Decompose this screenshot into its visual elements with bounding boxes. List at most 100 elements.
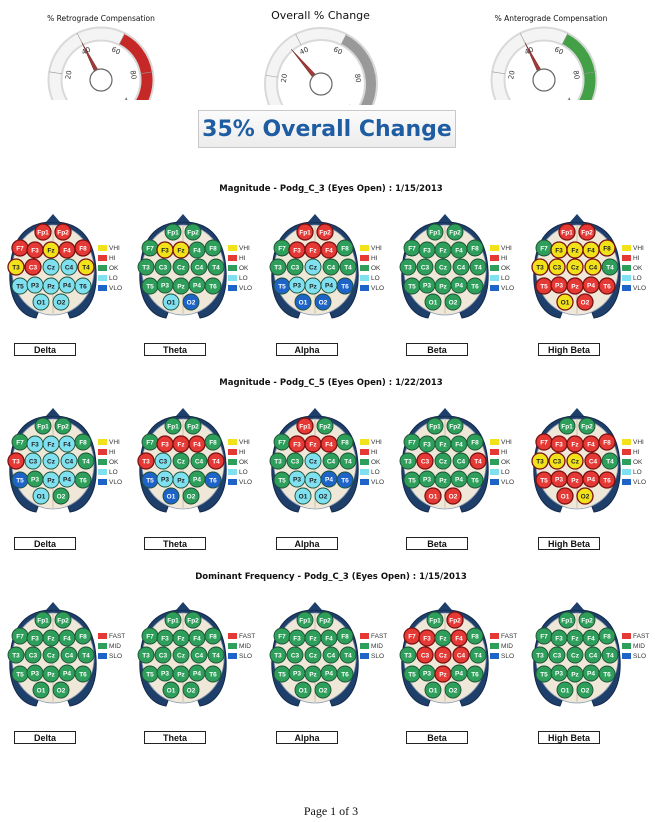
legend-label: VLO xyxy=(239,285,253,292)
legend-item: LO xyxy=(360,274,384,284)
electrode-t6 xyxy=(336,277,354,295)
electrode-t6 xyxy=(336,665,354,683)
electrode-label: O1 xyxy=(561,493,570,500)
electrode-o1 xyxy=(556,681,574,699)
legend-item: FAST xyxy=(622,632,649,642)
gauge-tick-label: 0 xyxy=(517,99,526,100)
legend-item: LO xyxy=(98,274,122,284)
electrode-label: T5 xyxy=(146,477,154,484)
legend-swatch xyxy=(360,439,369,446)
electrode-f8 xyxy=(204,239,222,257)
electrode-label: F3 xyxy=(31,247,39,254)
electrode-label: P4 xyxy=(325,476,333,483)
electrode-label: T6 xyxy=(79,283,87,290)
electrode-cz xyxy=(172,452,190,470)
legend-label: LO xyxy=(109,469,118,476)
legend-item: HI xyxy=(490,448,514,458)
electrode-label: C3 xyxy=(29,458,38,465)
electrode-label: Fz xyxy=(439,247,447,254)
electrode-label: Fp1 xyxy=(299,423,311,430)
legend-label: LO xyxy=(239,275,248,282)
nose xyxy=(570,602,584,610)
electrode-c3 xyxy=(24,646,42,664)
electrode-label: C4 xyxy=(195,652,204,659)
electrode-f8 xyxy=(598,627,616,645)
electrode-label: P3 xyxy=(161,476,169,483)
electrode-t3 xyxy=(7,258,25,276)
electrode-label: Cz xyxy=(439,652,448,659)
electrode-label: F7 xyxy=(540,245,548,252)
map-legend: VHI HI OK LO VLO xyxy=(622,244,646,294)
map-legend: VHI HI OK LO VLO xyxy=(98,438,122,488)
legend-label: HI xyxy=(109,255,116,262)
electrode-label: Pz xyxy=(177,671,185,678)
electrode-label: C3 xyxy=(421,652,430,659)
electrode-label: Pz xyxy=(571,477,579,484)
electrode-t3 xyxy=(531,452,549,470)
electrode-o2 xyxy=(444,293,462,311)
electrode-o1 xyxy=(294,681,312,699)
legend-label: LO xyxy=(633,469,642,476)
legend-item: VHI xyxy=(360,438,384,448)
map-legend: FAST MID SLO xyxy=(228,632,255,662)
gauge-tick xyxy=(492,71,506,75)
map-legend: VHI HI OK LO VLO xyxy=(490,438,514,488)
electrode-label: C3 xyxy=(553,458,562,465)
headline-text: 35% Overall Change xyxy=(202,117,452,142)
gauge-hub xyxy=(309,72,333,96)
electrode-label: T4 xyxy=(344,458,352,465)
map-legend: FAST MID SLO xyxy=(98,632,125,662)
electrode-c3 xyxy=(286,646,304,664)
electrode-label: P4 xyxy=(587,282,595,289)
electrode-label: T5 xyxy=(146,671,154,678)
gauge-tick-label: 100 xyxy=(559,95,574,100)
legend-swatch xyxy=(228,449,237,456)
legend-label: VHI xyxy=(501,245,512,252)
electrode-f8 xyxy=(204,627,222,645)
electrode-label: Fz xyxy=(309,635,317,642)
legend-item: HI xyxy=(228,254,252,264)
electrode-fp2 xyxy=(54,223,72,241)
electrode-label: F3 xyxy=(555,441,563,448)
electrode-t6 xyxy=(598,471,616,489)
electrode-label: Fp1 xyxy=(167,229,179,236)
electrode-label: F3 xyxy=(423,247,431,254)
gauge-tick-label: 20 xyxy=(64,70,73,80)
electrode-label: F8 xyxy=(471,439,479,446)
legend-item: MID xyxy=(228,642,255,652)
electrode-c3 xyxy=(24,452,42,470)
overall-change-gauge: Overall % Change 020406080100 xyxy=(258,0,383,105)
band-label: Delta xyxy=(14,731,76,744)
electrode-t4 xyxy=(601,452,619,470)
legend-item: OK xyxy=(490,458,514,468)
legend-label: VLO xyxy=(633,285,647,292)
legend-swatch xyxy=(360,255,369,262)
legend-label: SLO xyxy=(501,653,515,660)
legend-swatch xyxy=(98,255,107,262)
brain-map: Fp1 Fp2 F7 F3 Fz F4 F8 T3 C3 Cz C4 T4 T5 P3 Pz P4 T6 O1 O2 xyxy=(531,214,621,319)
electrode-c4 xyxy=(452,258,470,276)
gauge-tick xyxy=(49,71,63,75)
legend-swatch xyxy=(622,653,631,660)
section-title: Dominant Frequency - Podg_C_3 (Eyes Open… xyxy=(195,572,467,582)
legend-item: SLO xyxy=(98,652,125,662)
electrode-label: Fp2 xyxy=(187,423,199,430)
electrode-label: T4 xyxy=(606,264,614,271)
electrode-label: T4 xyxy=(212,264,220,271)
electrode-label: O1 xyxy=(37,299,46,306)
electrode-cz xyxy=(304,452,322,470)
electrode-label: F4 xyxy=(63,441,71,448)
legend-label: LO xyxy=(371,275,380,282)
electrode-label: F4 xyxy=(325,247,333,254)
electrode-label: C3 xyxy=(29,264,38,271)
electrode-c3 xyxy=(548,646,566,664)
electrode-label: Fz xyxy=(439,441,447,448)
brain-map: Fp1 Fp2 F7 F3 Fz F4 F8 T3 C3 Cz C4 T4 T5 P3 Pz P4 T6 O1 O2 xyxy=(269,408,359,513)
electrode-fp1 xyxy=(426,223,444,241)
electrode-label: O1 xyxy=(561,299,570,306)
electrode-label: O1 xyxy=(429,299,438,306)
electrode-label: T5 xyxy=(16,283,24,290)
electrode-label: P3 xyxy=(423,476,431,483)
electrode-label: F4 xyxy=(193,635,201,642)
electrode-fp2 xyxy=(578,223,596,241)
